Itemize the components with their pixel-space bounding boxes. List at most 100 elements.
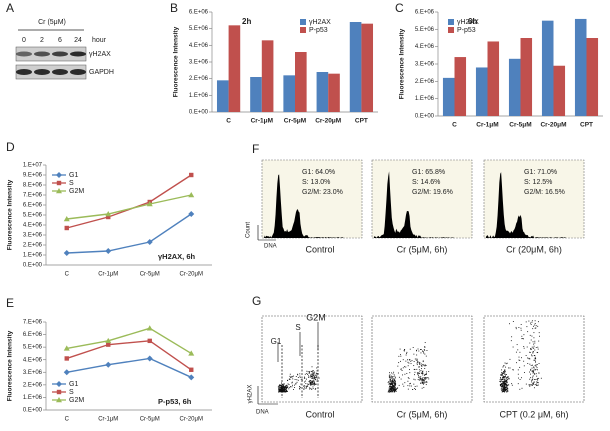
event-dot xyxy=(532,379,534,381)
event-dot xyxy=(306,378,307,380)
event-dot xyxy=(311,376,313,377)
event-dot xyxy=(503,383,505,385)
event-dot xyxy=(403,385,405,387)
event-dot xyxy=(395,390,397,392)
event-dot xyxy=(402,374,403,376)
event-dot xyxy=(422,379,424,381)
event-dot xyxy=(423,380,425,381)
event-dot xyxy=(508,377,510,379)
scatter-frame xyxy=(261,315,363,403)
event-dot xyxy=(414,358,416,360)
event-dot xyxy=(310,376,312,378)
event-dot xyxy=(390,377,392,379)
event-dot xyxy=(393,380,395,382)
sample-label: Cr (20μM, 6h) xyxy=(506,244,562,254)
event-dot xyxy=(503,385,505,387)
bar xyxy=(475,67,488,116)
event-dot xyxy=(414,369,416,371)
event-dot xyxy=(417,379,419,380)
event-dot xyxy=(393,391,395,393)
x-tick-label: Cr-1μM xyxy=(251,118,273,125)
event-dot xyxy=(425,380,427,382)
event-dot xyxy=(500,378,502,380)
event-dot xyxy=(410,360,412,362)
event-dot xyxy=(425,377,427,378)
y-tick-label: 4.E+06 xyxy=(415,44,435,50)
event-dot xyxy=(501,389,503,391)
event-dot xyxy=(388,381,390,383)
event-dot xyxy=(280,385,282,387)
event-dot xyxy=(532,382,534,384)
event-dot xyxy=(299,376,301,378)
event-dot xyxy=(283,389,284,391)
event-dot xyxy=(392,386,394,388)
event-dot xyxy=(418,366,420,368)
event-dot xyxy=(311,378,313,379)
event-dot xyxy=(535,369,537,371)
event-dot xyxy=(421,368,422,370)
event-dot xyxy=(501,386,503,388)
event-dot xyxy=(422,382,424,384)
event-dot xyxy=(409,359,411,361)
event-dot xyxy=(397,387,399,389)
marker xyxy=(188,192,195,198)
event-dot xyxy=(422,383,424,385)
event-dot xyxy=(532,351,534,353)
event-dot xyxy=(282,385,284,387)
sample-label: CPT (0.2 μM, 6h) xyxy=(499,409,568,419)
event-dot xyxy=(504,388,506,390)
event-dot xyxy=(283,386,285,387)
event-dot xyxy=(295,383,297,385)
event-dot xyxy=(506,379,508,381)
event-dot xyxy=(538,335,540,337)
event-dot xyxy=(284,389,285,390)
event-dot xyxy=(414,379,416,381)
event-dot xyxy=(504,387,506,389)
phase-stat: G2/M: 19.6% xyxy=(412,189,453,196)
event-dot xyxy=(533,371,535,373)
event-dot xyxy=(537,369,538,371)
event-dot xyxy=(407,377,409,379)
x-tick-label: Cr-5μM xyxy=(140,417,160,423)
y-tick-label: 5.E+06 xyxy=(189,26,209,32)
event-dot xyxy=(416,361,418,363)
event-dot xyxy=(528,320,530,322)
event-dot xyxy=(392,383,394,385)
event-dot xyxy=(505,378,507,380)
event-dot xyxy=(309,382,311,383)
event-dot xyxy=(423,379,424,381)
event-dot xyxy=(422,381,424,383)
event-dot xyxy=(534,322,536,324)
event-dot xyxy=(418,379,420,381)
event-dot xyxy=(424,346,426,348)
event-dot xyxy=(392,389,394,391)
event-dot xyxy=(506,386,508,387)
event-dot xyxy=(278,391,280,393)
event-dot xyxy=(314,383,316,385)
event-dot xyxy=(280,391,282,393)
event-dot xyxy=(501,386,503,388)
x-tick-label: C xyxy=(65,272,70,278)
event-dot xyxy=(423,379,425,380)
event-dot xyxy=(420,378,422,380)
y-axis-label: Count xyxy=(246,222,252,238)
event-dot xyxy=(284,388,285,390)
event-dot xyxy=(406,352,408,354)
event-dot xyxy=(312,374,314,376)
event-dot xyxy=(301,379,303,381)
event-dot xyxy=(521,387,523,389)
event-dot xyxy=(284,391,286,393)
bar xyxy=(454,57,467,116)
event-dot xyxy=(419,378,421,380)
event-dot xyxy=(392,386,394,388)
event-dot xyxy=(427,377,429,378)
event-dot xyxy=(501,375,503,377)
event-dot xyxy=(533,381,535,383)
event-dot xyxy=(530,348,532,350)
event-dot xyxy=(308,375,310,377)
event-dot xyxy=(310,380,311,382)
event-dot xyxy=(536,367,538,369)
event-dot xyxy=(308,384,310,385)
event-dot xyxy=(313,375,315,377)
event-dot xyxy=(279,386,281,388)
